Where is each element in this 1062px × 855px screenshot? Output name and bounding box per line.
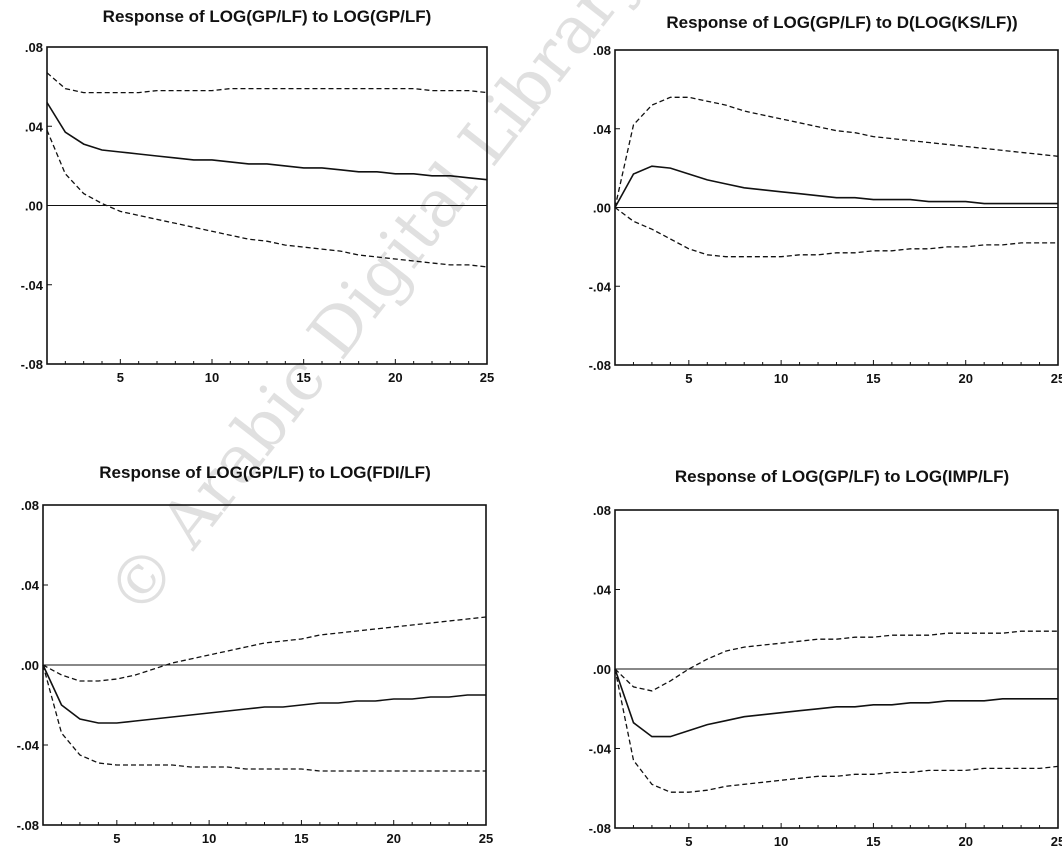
- x-tick-label: 15: [866, 371, 880, 386]
- confidence-band-line: [614, 96, 1059, 208]
- irf-panel-2: Response of LOG(GP/LF) to D(LOG(KS/LF)).…: [589, 13, 1062, 386]
- x-tick-label: 15: [296, 370, 310, 385]
- chart-title: Response of LOG(GP/LF) to LOG(IMP/LF): [675, 467, 1009, 486]
- irf-panel-1: Response of LOG(GP/LF) to LOG(GP/LF) .08.…: [21, 7, 495, 385]
- chart-title: Response of LOG(GP/LF) to LOG(GP/LF): [103, 7, 432, 26]
- impulse-response-line: [46, 102, 488, 181]
- watermark: © Arabic Digital Library-Yarmouk Univers…: [92, 0, 1062, 630]
- x-tick-label: 20: [958, 834, 972, 849]
- y-tick-label: .04: [25, 119, 44, 134]
- x-tick-label: 25: [1051, 834, 1062, 849]
- x-tick-label: 25: [479, 831, 493, 846]
- x-tick-label: 25: [480, 370, 494, 385]
- confidence-band-line: [46, 72, 488, 94]
- x-tick-label: 10: [205, 370, 219, 385]
- y-tick-label: -.08: [21, 357, 43, 372]
- y-tick-label: .08: [25, 40, 43, 55]
- confidence-band-line: [614, 206, 1058, 258]
- x-tick-label: 20: [388, 370, 402, 385]
- y-tick-label: .08: [593, 503, 611, 518]
- y-tick-label: .08: [21, 498, 39, 513]
- y-tick-label: .00: [21, 658, 39, 673]
- impulse-response-line: [614, 668, 1058, 738]
- y-tick-label: .04: [593, 583, 612, 598]
- y-tick-label: .00: [593, 201, 611, 216]
- y-tick-label: -.04: [21, 278, 44, 293]
- irf-panel-4: Response of LOG(GP/LF) to LOG(IMP/LF) .08…: [589, 467, 1062, 849]
- confidence-band-line: [42, 616, 487, 682]
- chart-title: Response of LOG(GP/LF) to D(LOG(KS/LF)): [666, 13, 1017, 32]
- irf-panel-3: Response of LOG(GP/LF) to LOG(FDI/LF) .08…: [17, 463, 494, 846]
- confidence-band-line: [614, 630, 1058, 692]
- x-tick-label: 10: [774, 371, 788, 386]
- y-tick-label: .04: [593, 122, 612, 137]
- x-tick-label: 5: [685, 371, 692, 386]
- x-tick-label: 15: [294, 831, 308, 846]
- confidence-band-line: [46, 129, 488, 268]
- y-tick-label: .00: [593, 662, 611, 677]
- x-tick-label: 5: [117, 370, 124, 385]
- x-tick-label: 20: [386, 831, 400, 846]
- y-tick-label: -.08: [17, 818, 39, 833]
- y-tick-label: -.08: [589, 358, 611, 373]
- x-tick-label: 5: [685, 834, 692, 849]
- confidence-band-line: [42, 664, 486, 772]
- x-tick-label: 25: [1051, 371, 1062, 386]
- y-tick-label: .04: [21, 578, 40, 593]
- x-tick-label: 20: [958, 371, 972, 386]
- x-tick-label: 10: [202, 831, 216, 846]
- y-tick-label: -.04: [589, 742, 612, 757]
- y-tick-label: -.04: [589, 279, 612, 294]
- chart-title: Response of LOG(GP/LF) to LOG(FDI/LF): [99, 463, 430, 482]
- y-tick-label: -.08: [589, 821, 611, 836]
- impulse-response-line: [614, 165, 1058, 208]
- x-tick-label: 5: [113, 831, 120, 846]
- y-tick-label: -.04: [17, 738, 40, 753]
- y-tick-label: .08: [593, 43, 611, 58]
- confidence-band-line: [614, 668, 1059, 793]
- x-tick-label: 15: [866, 834, 880, 849]
- y-tick-label: .00: [25, 199, 43, 214]
- x-tick-label: 10: [774, 834, 788, 849]
- impulse-response-line: [42, 664, 486, 724]
